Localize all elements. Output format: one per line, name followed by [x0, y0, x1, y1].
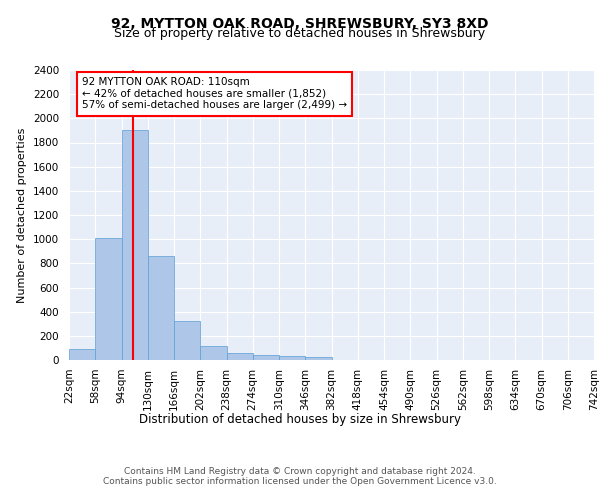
Bar — [200, 346, 227, 360]
Text: Contains HM Land Registry data © Crown copyright and database right 2024.: Contains HM Land Registry data © Crown c… — [124, 468, 476, 476]
Text: Size of property relative to detached houses in Shrewsbury: Size of property relative to detached ho… — [115, 28, 485, 40]
Text: 92, MYTTON OAK ROAD, SHREWSBURY, SY3 8XD: 92, MYTTON OAK ROAD, SHREWSBURY, SY3 8XD — [111, 18, 489, 32]
Bar — [148, 256, 174, 360]
Text: 92 MYTTON OAK ROAD: 110sqm
← 42% of detached houses are smaller (1,852)
57% of s: 92 MYTTON OAK ROAD: 110sqm ← 42% of deta… — [82, 77, 347, 110]
Y-axis label: Number of detached properties: Number of detached properties — [17, 128, 28, 302]
Bar — [95, 238, 121, 360]
Bar — [305, 358, 331, 360]
Text: Distribution of detached houses by size in Shrewsbury: Distribution of detached houses by size … — [139, 412, 461, 426]
Bar — [69, 349, 95, 360]
Text: Contains public sector information licensed under the Open Government Licence v3: Contains public sector information licen… — [103, 478, 497, 486]
Bar — [174, 322, 200, 360]
Bar — [227, 354, 253, 360]
Bar — [121, 130, 148, 360]
Bar — [253, 354, 279, 360]
Bar — [279, 356, 305, 360]
